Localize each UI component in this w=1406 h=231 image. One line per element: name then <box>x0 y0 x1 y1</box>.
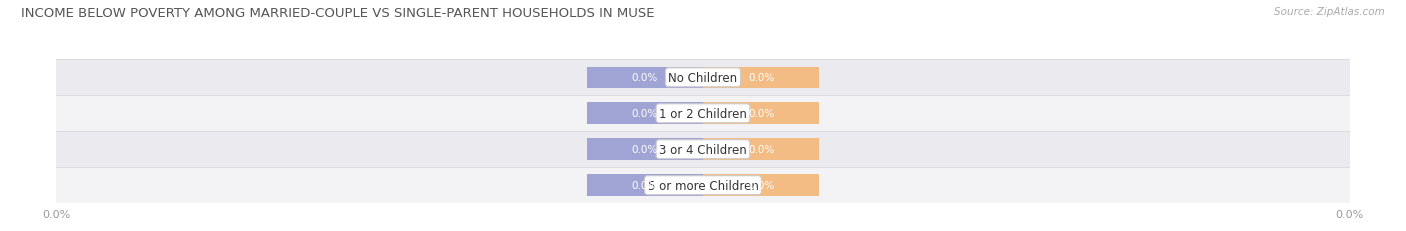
Text: 0.0%: 0.0% <box>748 180 775 190</box>
Bar <box>56 96 1350 132</box>
Text: Source: ZipAtlas.com: Source: ZipAtlas.com <box>1274 7 1385 17</box>
Bar <box>703 175 820 196</box>
Text: 0.0%: 0.0% <box>631 145 658 155</box>
Bar <box>56 132 1350 167</box>
Bar <box>56 167 1350 203</box>
Text: 0.0%: 0.0% <box>748 145 775 155</box>
Bar <box>703 103 820 125</box>
Text: 5 or more Children: 5 or more Children <box>648 179 758 192</box>
Text: 0.0%: 0.0% <box>748 109 775 119</box>
Bar <box>586 139 703 160</box>
Text: 1 or 2 Children: 1 or 2 Children <box>659 107 747 120</box>
Text: 0.0%: 0.0% <box>748 73 775 83</box>
Text: INCOME BELOW POVERTY AMONG MARRIED-COUPLE VS SINGLE-PARENT HOUSEHOLDS IN MUSE: INCOME BELOW POVERTY AMONG MARRIED-COUPL… <box>21 7 655 20</box>
Text: 0.0%: 0.0% <box>631 180 658 190</box>
Bar <box>586 67 703 89</box>
Bar <box>703 139 820 160</box>
Text: 0.0%: 0.0% <box>631 73 658 83</box>
Text: 3 or 4 Children: 3 or 4 Children <box>659 143 747 156</box>
Text: 0.0%: 0.0% <box>631 109 658 119</box>
Bar <box>586 175 703 196</box>
Bar <box>56 60 1350 96</box>
Bar <box>703 67 820 89</box>
Bar <box>586 103 703 125</box>
Text: No Children: No Children <box>668 71 738 85</box>
